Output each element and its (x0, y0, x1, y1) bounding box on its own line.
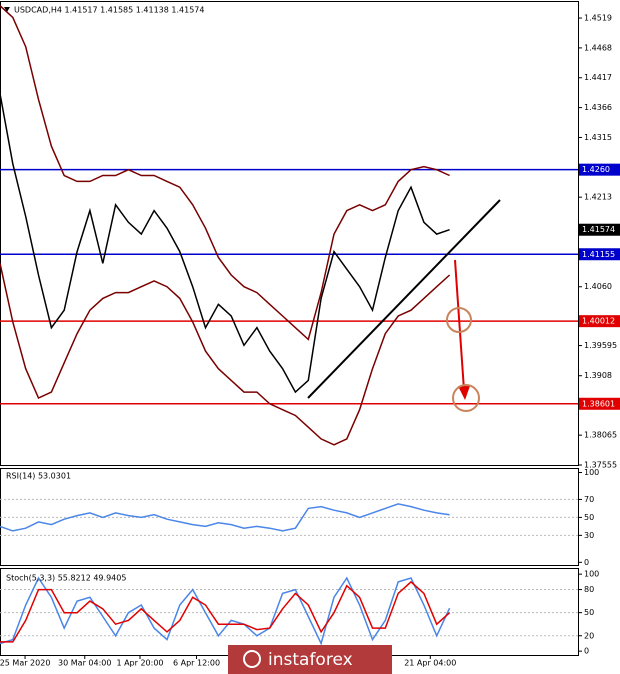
y-tick-label: 1.4213 (584, 193, 612, 202)
target-circle (452, 384, 480, 412)
arrow-head (458, 386, 470, 400)
watermark: instaforex (268, 650, 353, 670)
y-tick-label: 1.38065 (584, 431, 617, 440)
y-tick-label: 1.39595 (584, 341, 617, 350)
x-tick-label: 6 Apr 12:00 (173, 659, 220, 668)
series-line (0, 576, 451, 646)
price-level-label: 1.38601 (582, 399, 615, 408)
y-tick-label: 1.4315 (584, 133, 612, 142)
price-level-label: 1.4260 (582, 165, 610, 174)
chart-title: USDCAD,H4 1.41517 1.41585 1.41138 1.4157… (14, 6, 204, 15)
y-tick-label: 70 (584, 495, 594, 504)
y-tick-label: 100 (584, 570, 599, 579)
annotations (307, 199, 501, 412)
watermark-box (228, 645, 392, 674)
price-level-label: 1.41155 (582, 250, 615, 259)
rsi-title: RSI(14) 53.0301 (6, 472, 71, 481)
price-level-tag (579, 248, 620, 261)
symbol-menu[interactable] (4, 7, 10, 12)
price-level-tag (579, 163, 620, 176)
y-tick-label: 1.4468 (584, 43, 612, 52)
y-tick-label: 0 (584, 558, 589, 567)
trendline (307, 199, 501, 399)
series-line (0, 580, 451, 643)
price-level-label: 1.40012 (582, 317, 615, 326)
y-tick-label: 1.37555 (584, 461, 617, 470)
y-tick-label: 80 (584, 585, 594, 594)
target-circle (446, 307, 472, 333)
last-price-label: 1.41574 (582, 225, 615, 234)
price-level-tag (579, 397, 620, 410)
x-tick-label: 1 Apr 20:00 (116, 659, 163, 668)
y-tick-label: 30 (584, 531, 594, 540)
stoch-title: Stoch(5,3,3) 55.8212 49.9405 (6, 574, 126, 583)
y-tick-label: 1.4366 (584, 103, 612, 112)
panel-frame (0, 1, 579, 466)
x-tick-label: 30 Mar 04:00 (58, 659, 111, 668)
y-tick-label: 50 (584, 608, 594, 617)
x-tick-label: 25 Mar 2020 (0, 659, 50, 668)
series-line (0, 263, 451, 446)
watermark-logo (243, 650, 261, 668)
series-line (0, 93, 450, 394)
y-tick-label: 1.3908 (584, 371, 612, 380)
series-line (0, 5, 450, 341)
x-tick-label: 21 Apr 04:00 (404, 659, 456, 668)
last-price-tag (579, 223, 620, 236)
y-tick-label: 100 (584, 468, 599, 477)
price-level-tag (579, 315, 620, 328)
arrow (454, 259, 465, 391)
y-tick-label: 1.4060 (584, 282, 612, 291)
y-tick-label: 50 (584, 513, 594, 522)
y-tick-label: 1.4519 (584, 14, 612, 23)
series-line (0, 503, 450, 532)
y-tick-label: 1.4417 (584, 73, 612, 82)
y-tick-label: 20 (584, 631, 594, 640)
y-tick-label: 0 (584, 647, 589, 656)
